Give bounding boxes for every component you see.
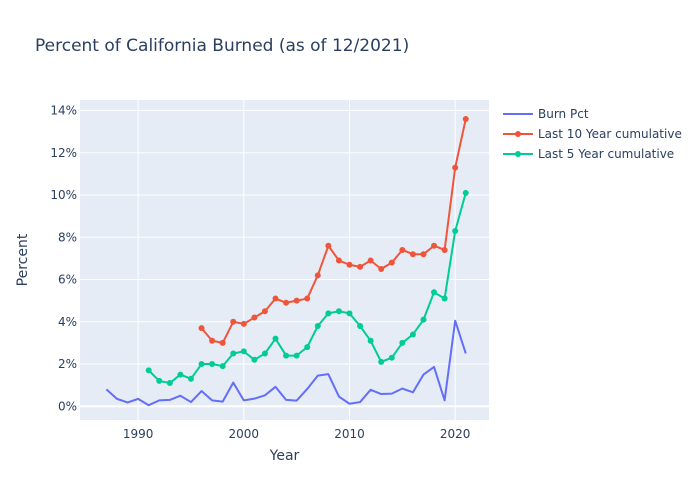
data-point xyxy=(209,361,216,368)
series-line xyxy=(105,319,467,407)
series-layer xyxy=(105,116,469,407)
series-burn-pct xyxy=(105,319,467,407)
legend-marker xyxy=(515,131,521,137)
data-point xyxy=(378,358,385,365)
series-last-5-year-cumulative xyxy=(145,189,469,387)
data-point xyxy=(431,289,438,296)
x-tick-label: 2000 xyxy=(229,427,260,441)
data-point xyxy=(177,371,184,378)
chart-title: Percent of California Burned (as of 12/2… xyxy=(35,36,409,56)
y-axis-title: Percent xyxy=(15,233,31,286)
data-point xyxy=(209,337,216,344)
data-point xyxy=(409,331,416,338)
data-point xyxy=(198,325,205,332)
data-point xyxy=(230,350,237,357)
y-tick-label: 8% xyxy=(58,230,77,244)
data-point xyxy=(251,314,258,321)
data-point xyxy=(240,348,247,355)
data-point xyxy=(420,316,427,323)
data-point xyxy=(431,242,438,249)
data-point xyxy=(357,263,364,270)
data-point xyxy=(462,116,469,123)
data-point xyxy=(346,310,353,317)
data-point xyxy=(198,361,205,368)
plot-area xyxy=(80,100,489,420)
x-tick-label: 2010 xyxy=(334,427,365,441)
legend: Burn Pct Last 10 Year cumulative Last 5 Ye… xyxy=(503,107,682,161)
data-point xyxy=(293,297,300,304)
data-point xyxy=(293,352,300,359)
x-tick-label: 2020 xyxy=(440,427,471,441)
data-point xyxy=(357,323,364,330)
legend-item[interactable]: Last 5 Year cumulative xyxy=(503,147,674,161)
legend-label: Burn Pct xyxy=(538,107,589,121)
data-point xyxy=(261,308,268,315)
legend-item[interactable]: Burn Pct xyxy=(503,107,589,121)
data-point xyxy=(283,299,290,306)
data-point xyxy=(314,272,321,279)
y-tick-label: 0% xyxy=(58,399,77,413)
y-tick-label: 6% xyxy=(58,273,77,287)
data-point xyxy=(335,257,342,264)
data-point xyxy=(219,363,226,370)
y-axis-ticks: 0% 2% 4% 6% 8% 10% 12% 14% xyxy=(50,104,77,414)
data-point xyxy=(272,335,279,342)
data-point xyxy=(304,344,311,351)
legend-marker xyxy=(515,151,521,157)
legend-item[interactable]: Last 10 Year cumulative xyxy=(503,127,682,141)
data-point xyxy=(219,339,226,346)
y-tick-label: 10% xyxy=(50,188,77,202)
data-point xyxy=(261,350,268,357)
x-axis-ticks: 1990 2000 2010 2020 xyxy=(123,427,471,441)
data-point xyxy=(145,367,152,374)
data-point xyxy=(452,227,459,234)
data-point xyxy=(378,265,385,272)
data-point xyxy=(304,295,311,302)
data-point xyxy=(388,259,395,266)
data-point xyxy=(156,377,163,384)
data-point xyxy=(441,246,448,253)
data-point xyxy=(335,308,342,315)
data-point xyxy=(367,257,374,264)
data-point xyxy=(166,380,173,387)
x-tick-label: 1990 xyxy=(123,427,154,441)
data-point xyxy=(230,318,237,325)
data-point xyxy=(409,251,416,258)
data-point xyxy=(441,295,448,302)
data-point xyxy=(399,339,406,346)
data-point xyxy=(325,310,332,317)
data-point xyxy=(251,356,258,363)
data-point xyxy=(346,261,353,268)
legend-label: Last 5 Year cumulative xyxy=(538,147,674,161)
series-last-10-year-cumulative xyxy=(198,116,469,346)
data-point xyxy=(314,323,321,330)
data-point xyxy=(325,242,332,249)
data-point xyxy=(367,337,374,344)
data-point xyxy=(283,352,290,359)
legend-label: Last 10 Year cumulative xyxy=(538,127,682,141)
data-point xyxy=(240,320,247,327)
y-tick-label: 4% xyxy=(58,315,77,329)
data-point xyxy=(452,164,459,171)
y-tick-label: 12% xyxy=(50,146,77,160)
x-axis-title: Year xyxy=(269,448,300,464)
data-point xyxy=(388,354,395,361)
data-point xyxy=(462,189,469,196)
y-tick-label: 2% xyxy=(58,357,77,371)
data-point xyxy=(272,295,279,302)
data-point xyxy=(187,375,194,382)
data-point xyxy=(399,246,406,253)
y-tick-label: 14% xyxy=(50,104,77,118)
data-point xyxy=(420,251,427,258)
